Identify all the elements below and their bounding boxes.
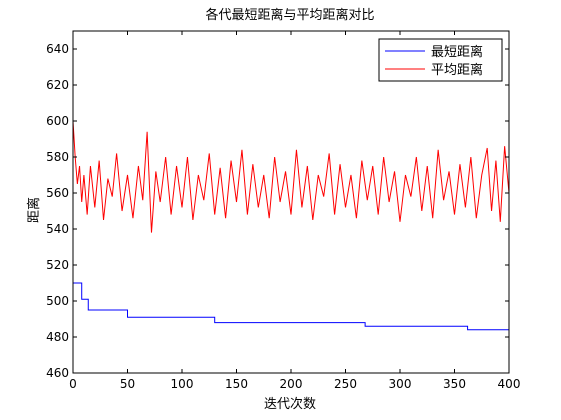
y-tick-label: 560 [46,186,69,200]
axes-box [72,30,510,374]
x-tick-label: 0 [69,377,77,391]
y-tick-label: 540 [46,222,69,236]
x-tick-label: 300 [389,377,412,391]
y-tick-label: 480 [46,330,69,344]
legend-box [378,38,503,82]
x-tick-label: 400 [498,377,521,391]
x-tick-label: 350 [443,377,466,391]
chart-title: 各代最短距离与平均距离对比 [205,7,374,23]
series-line-0 [73,282,509,331]
x-tick-label: 150 [225,377,248,391]
x-tick-label: 250 [334,377,357,391]
y-tick-label: 580 [46,150,69,164]
series-line-1 [72,120,510,233]
y-tick-label: 500 [46,294,69,308]
legend-label-0: 最短距离 [431,44,483,60]
y-tick-label: 640 [46,42,69,56]
y-axis-label: 距离 [26,197,42,223]
y-tick-label: 620 [46,78,69,92]
legend-label-1: 平均距离 [431,62,483,78]
y-tick-label: 600 [46,114,69,128]
y-tick-label: 460 [46,366,69,380]
plot-area: 0 50 100 150 200 250 300 350 400 460 480 500 520 540 5… [46,30,521,391]
x-tick-label: 100 [171,377,194,391]
x-tick-label: 200 [280,377,303,391]
y-tick-label: 520 [46,258,69,272]
x-axis-label: 迭代次数 [264,396,316,412]
x-tick-label: 50 [120,377,135,391]
